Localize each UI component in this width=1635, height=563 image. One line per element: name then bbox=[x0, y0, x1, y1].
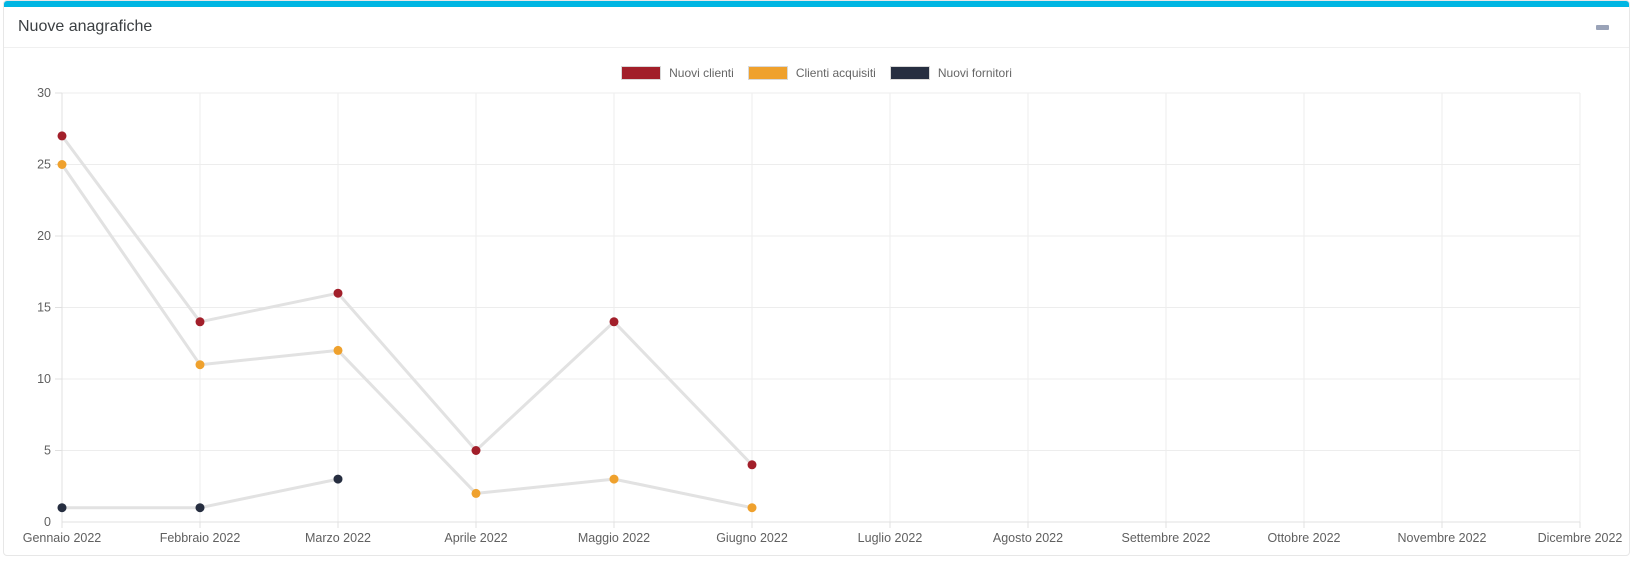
dashboard-card: Nuove anagrafiche Gennaio 2022 Febbraio 2… bbox=[3, 0, 1630, 556]
minimize-button[interactable] bbox=[1590, 19, 1615, 36]
legend-label: Nuovi clienti bbox=[669, 66, 734, 80]
chart-legend: Nuovi clienti Clienti acquisiti Nuovi fo… bbox=[4, 66, 1629, 80]
svg-text:5: 5 bbox=[44, 444, 51, 458]
legend-swatch-clienti-acquisiti bbox=[747, 66, 788, 80]
legend-item-clienti-acquisiti[interactable]: Clienti acquisiti bbox=[747, 66, 876, 80]
svg-text:25: 25 bbox=[37, 158, 51, 172]
svg-text:30: 30 bbox=[37, 86, 51, 100]
svg-text:Maggio 2022: Maggio 2022 bbox=[578, 531, 650, 545]
svg-text:Luglio 2022: Luglio 2022 bbox=[858, 531, 923, 545]
minus-icon bbox=[1596, 24, 1609, 30]
legend-item-nuovi-clienti[interactable]: Nuovi clienti bbox=[621, 66, 734, 80]
card-header: Nuove anagrafiche bbox=[4, 7, 1629, 48]
legend-swatch-nuovi-clienti bbox=[621, 66, 662, 80]
chart-area: Gennaio 2022 Febbraio 2022 Marzo 2022 April… bbox=[4, 48, 1629, 555]
legend-swatch-nuovi-fornitori bbox=[889, 66, 930, 80]
svg-text:Marzo 2022: Marzo 2022 bbox=[305, 531, 371, 545]
legend-label: Clienti acquisiti bbox=[795, 66, 876, 80]
svg-text:Febbraio 2022: Febbraio 2022 bbox=[160, 531, 241, 545]
card-accent-bar bbox=[4, 1, 1629, 7]
svg-text:20: 20 bbox=[37, 229, 51, 243]
svg-text:10: 10 bbox=[37, 372, 51, 386]
legend-item-nuovi-fornitori[interactable]: Nuovi fornitori bbox=[889, 66, 1012, 80]
svg-text:Novembre 2022: Novembre 2022 bbox=[1398, 531, 1487, 545]
svg-text:Settembre 2022: Settembre 2022 bbox=[1122, 531, 1211, 545]
svg-text:Gennaio 2022: Gennaio 2022 bbox=[23, 531, 102, 545]
svg-text:Giugno 2022: Giugno 2022 bbox=[716, 531, 788, 545]
svg-text:Aprile 2022: Aprile 2022 bbox=[444, 531, 507, 545]
svg-text:Ottobre 2022: Ottobre 2022 bbox=[1268, 531, 1341, 545]
svg-text:Agosto 2022: Agosto 2022 bbox=[993, 531, 1063, 545]
svg-text:0: 0 bbox=[44, 515, 51, 529]
panel-title: Nuove anagrafiche bbox=[18, 18, 153, 35]
line-chart-svg: Gennaio 2022 Febbraio 2022 Marzo 2022 April… bbox=[23, 86, 1623, 545]
svg-text:Dicembre 2022: Dicembre 2022 bbox=[1538, 531, 1623, 545]
svg-text:15: 15 bbox=[37, 301, 51, 315]
legend-label: Nuovi fornitori bbox=[937, 66, 1012, 80]
